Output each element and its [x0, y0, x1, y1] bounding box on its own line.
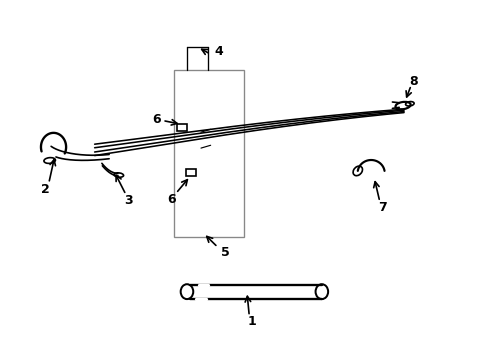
Text: 3: 3: [124, 194, 133, 207]
Bar: [174, 70, 244, 237]
Text: 4: 4: [214, 45, 223, 58]
FancyBboxPatch shape: [185, 169, 196, 176]
Text: 6: 6: [152, 113, 161, 126]
FancyBboxPatch shape: [177, 124, 187, 131]
Text: 2: 2: [41, 183, 50, 196]
Text: 7: 7: [377, 201, 386, 214]
Text: 6: 6: [167, 193, 176, 206]
Text: 1: 1: [247, 315, 256, 328]
Text: 8: 8: [408, 75, 417, 88]
Text: 5: 5: [221, 246, 229, 259]
